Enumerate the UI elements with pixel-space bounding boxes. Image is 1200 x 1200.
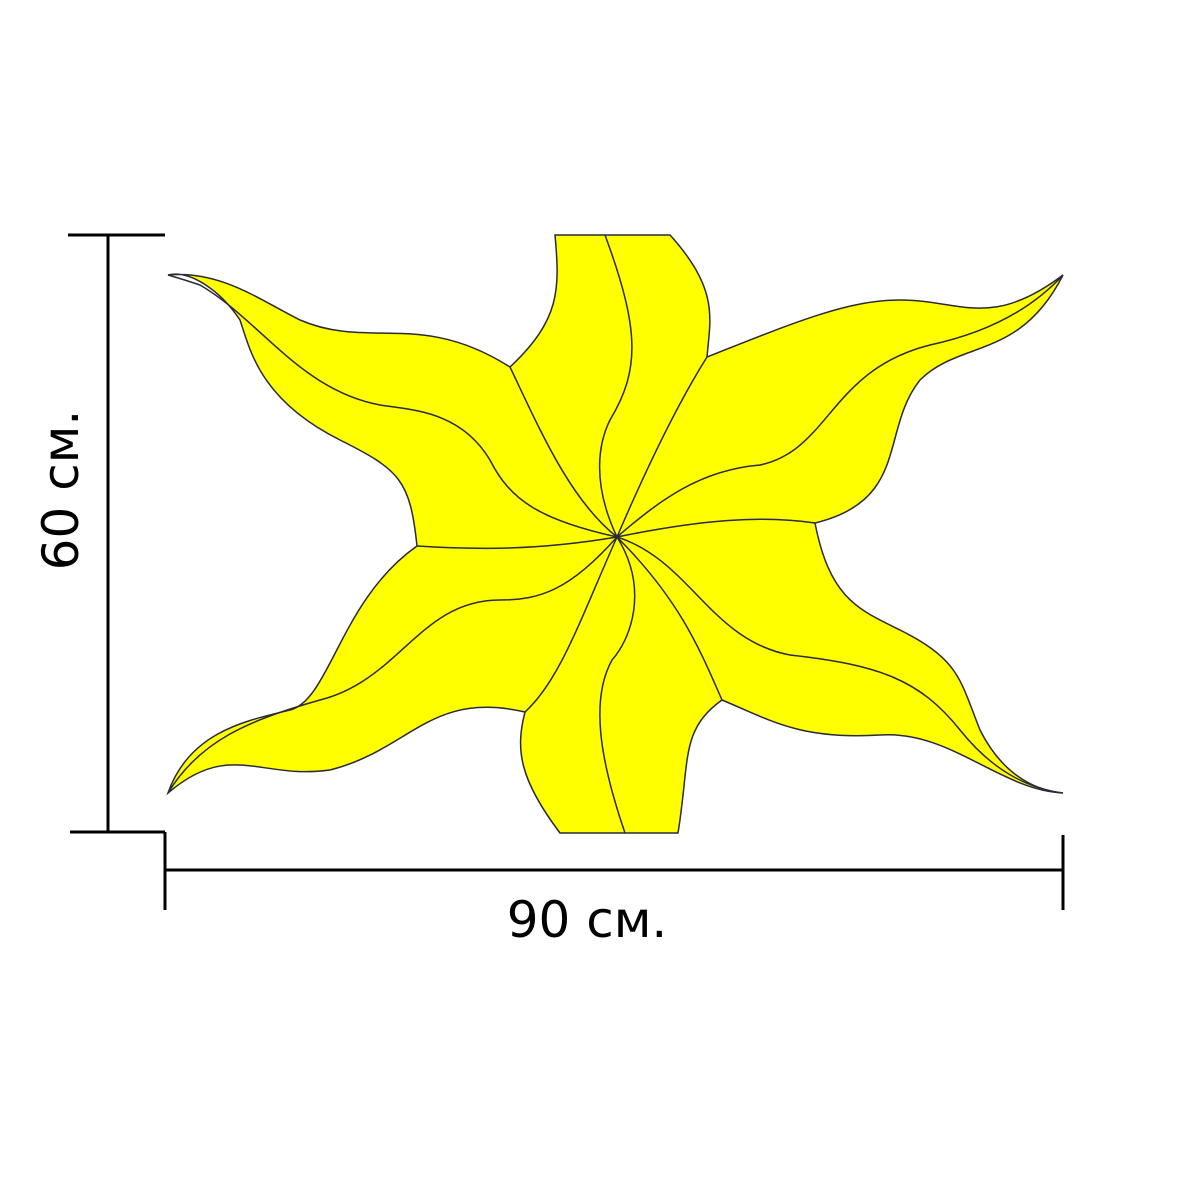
sun-shape — [166, 234, 1064, 834]
width-label: 90 см. — [507, 891, 668, 949]
height-label: 60 см. — [32, 410, 90, 571]
width-dimension: 90 см. — [163, 832, 1065, 949]
sun-veins — [167, 234, 1064, 834]
height-dimension: 60 см. — [32, 233, 165, 834]
